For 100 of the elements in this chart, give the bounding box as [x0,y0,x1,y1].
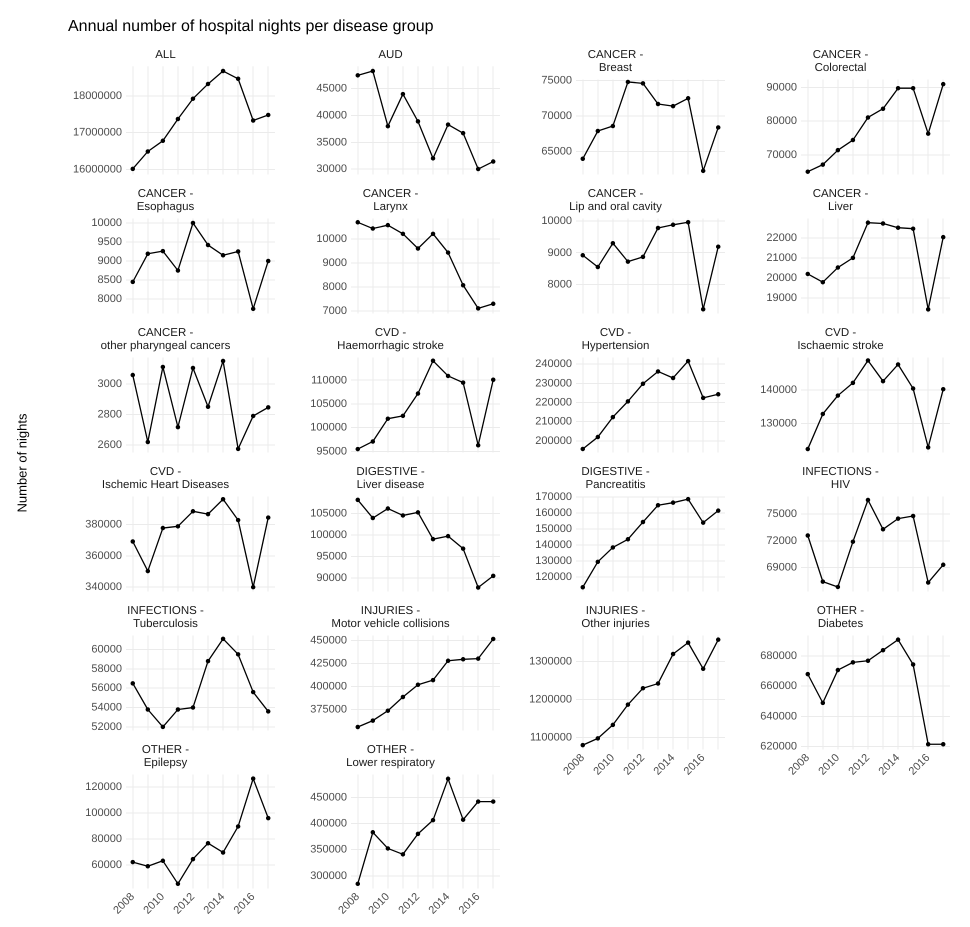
y-tick-label: 1200000 [529,694,572,706]
y-tick-label: 35000 [316,136,347,148]
point [370,830,376,835]
point [610,124,616,128]
point [386,506,390,511]
point [206,512,210,516]
chart-title: CVD - Haemorrhagic stroke [337,326,444,352]
point [596,736,600,741]
y-tick-label: 56000 [91,682,122,694]
point [940,234,946,240]
y-tick-label: 10000 [541,215,572,228]
point [910,86,916,90]
point [476,166,480,172]
point [236,652,240,657]
point [866,115,870,120]
point [626,702,630,707]
y-tick-label: 140000 [535,539,572,552]
point [400,852,406,857]
point [370,226,376,231]
point [416,682,420,687]
y-tick-label: 52000 [91,720,122,733]
point [416,119,420,124]
point [910,386,916,391]
y-tick-label: 65000 [541,146,572,158]
point [370,516,376,520]
point [400,694,406,700]
point [656,369,660,374]
y-tick-label: 90000 [766,82,797,94]
point [926,445,930,450]
point [670,652,676,656]
chart-title: INJURIES - Motor vehicle collisions [331,604,450,630]
y-tick-label: 1100000 [530,732,572,744]
point [610,240,616,246]
y-tick-label: 70000 [541,110,572,122]
point [416,510,420,515]
text: Number of nights [14,414,30,512]
point [160,858,166,864]
point [160,724,166,730]
y-tick-label: 54000 [91,702,122,714]
point [206,840,210,846]
chart-title: OTHER - Diabetes [816,604,864,630]
point [476,306,480,311]
y-tick-label: 425000 [310,657,347,670]
point [716,392,720,397]
point [640,686,646,690]
point [190,220,196,226]
y-tick-label: 620000 [760,740,797,752]
y-tick-label: 100000 [310,528,347,541]
point [356,220,360,225]
y-tick-label: 660000 [760,680,797,692]
y-tick-label: 45000 [316,82,347,95]
y-tick-label: 95000 [316,550,347,562]
y-tick-label: 450000 [310,791,347,804]
point [386,124,390,128]
point [446,658,450,664]
point [596,560,600,564]
point [250,414,256,418]
point [656,502,660,508]
y-tick-label: 20000 [766,272,797,284]
y-tick-label: 380000 [85,518,122,531]
point [160,138,166,144]
point [400,414,406,418]
y-tick-label: 150000 [535,523,572,536]
point [626,537,630,542]
point [896,86,900,90]
y-tick-label: 130000 [535,555,572,568]
point [910,514,916,518]
point [236,249,240,254]
point [190,509,196,514]
point [866,498,870,502]
point [686,358,690,364]
point [160,364,166,370]
y-tick-label: 375000 [310,704,347,716]
point [880,378,886,384]
y-tick-label: 130000 [760,417,797,430]
point [806,533,810,538]
y-tick-label: 350000 [310,844,347,856]
point [220,850,226,855]
point [926,742,930,746]
y-tick-label: 2600 [98,439,122,452]
point [220,68,226,74]
point [220,636,226,642]
point [700,307,706,312]
point [580,253,586,258]
point [190,366,196,370]
point [356,724,360,730]
point [250,118,256,123]
point [460,380,466,385]
point [820,700,826,706]
point [130,681,136,686]
point [580,584,586,590]
point [206,658,210,664]
point [610,414,616,420]
y-tick-label: 120000 [85,780,122,793]
chart-title: CVD - Ischemic Heart Diseases [102,466,230,492]
point [176,707,180,712]
y-tick-label: 7000 [322,305,347,318]
chart-title: CANCER - Colorectal [812,48,868,74]
point [820,412,826,416]
point [416,832,420,836]
